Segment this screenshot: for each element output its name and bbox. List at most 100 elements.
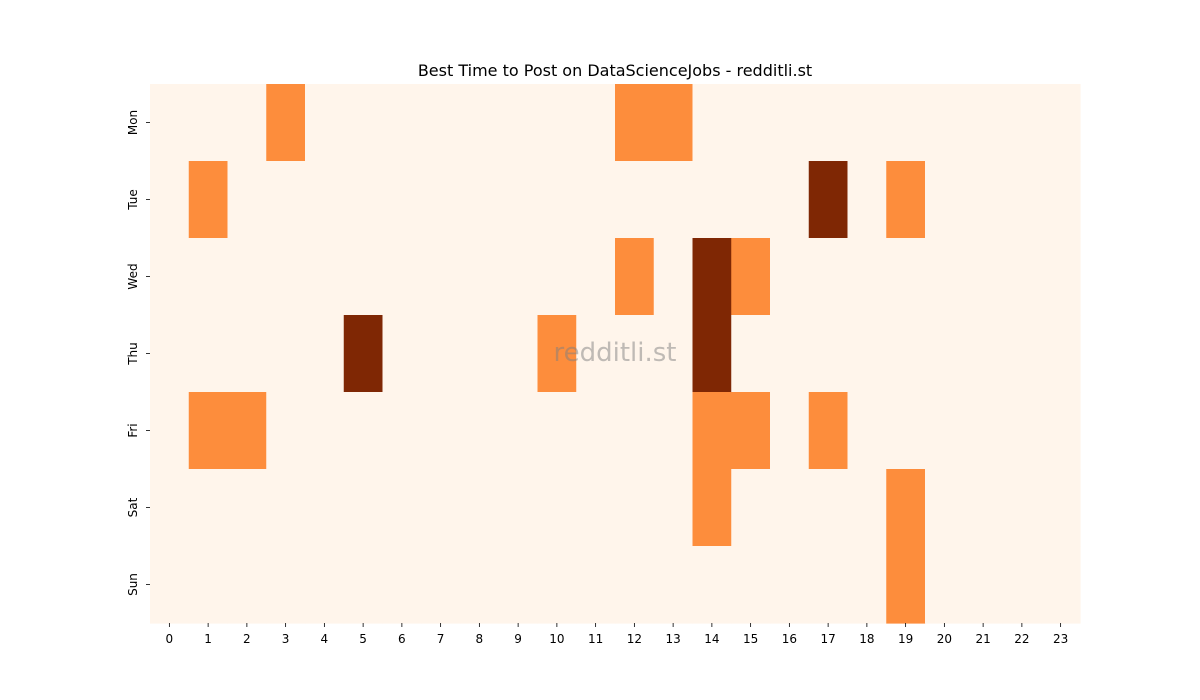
heatmap-cell-tue-2: [227, 161, 267, 239]
heatmap-cell-fri-11: [576, 392, 616, 470]
heatmap-cell-sun-10: [537, 546, 577, 624]
heatmap-cell-wed-19: [886, 238, 926, 316]
heatmap-cell-fri-20: [925, 392, 965, 470]
heatmap-cell-mon-2: [227, 84, 267, 162]
heatmap-cell-tue-0: [150, 161, 190, 239]
heatmap-cell-sat-18: [847, 469, 887, 547]
heatmap-cell-sun-19: [886, 546, 926, 624]
heatmap-cell-tue-3: [266, 161, 306, 239]
heatmap-cell-mon-8: [460, 84, 500, 162]
heatmap-cell-sat-20: [925, 469, 965, 547]
heatmap-cell-thu-8: [460, 315, 500, 393]
heatmap-cell-wed-15: [731, 238, 771, 316]
heatmap-cell-sat-11: [576, 469, 616, 547]
heatmap-cell-fri-17: [808, 392, 849, 470]
heatmap-cell-tue-10: [537, 161, 577, 239]
heatmap-cell-thu-20: [925, 315, 965, 393]
heatmap-cell-sun-21: [963, 546, 1004, 624]
x-tick-label: 16: [782, 632, 797, 646]
x-tick-label: 1: [204, 632, 212, 646]
x-tick-label: 11: [588, 632, 603, 646]
heatmap-cell-wed-6: [382, 238, 422, 316]
heatmap-cell-tue-12: [615, 161, 655, 239]
heatmap-cell-fri-23: [1041, 392, 1081, 470]
heatmap-cell-fri-21: [963, 392, 1004, 470]
heatmap-cell-fri-1: [188, 392, 229, 470]
heatmap-cell-wed-23: [1041, 238, 1081, 316]
x-tick-label: 8: [476, 632, 484, 646]
x-tick-label: 3: [282, 632, 290, 646]
y-tick-label: Sat: [126, 497, 140, 517]
heatmap-cell-sat-4: [305, 469, 345, 547]
heatmap-cell-thu-3: [266, 315, 306, 393]
heatmap-cell-thu-0: [150, 315, 190, 393]
heatmap-cell-fri-4: [305, 392, 345, 470]
heatmap-cell-sat-9: [498, 469, 539, 547]
heatmap-cell-mon-20: [925, 84, 965, 162]
heatmap-cell-sun-3: [266, 546, 306, 624]
heatmap-cell-thu-15: [731, 315, 771, 393]
heatmap-cell-sun-6: [382, 546, 422, 624]
heatmap-cell-sun-5: [343, 546, 384, 624]
heatmap-cell-sat-6: [382, 469, 422, 547]
heatmap-cell-fri-0: [150, 392, 190, 470]
heatmap-cell-sun-20: [925, 546, 965, 624]
watermark: redditli.st: [554, 338, 677, 368]
heatmap-cell-wed-8: [460, 238, 500, 316]
heatmap-cell-fri-10: [537, 392, 577, 470]
heatmap-cell-sat-14: [692, 469, 732, 547]
x-tick-label: 18: [859, 632, 874, 646]
y-tick-label: Wed: [126, 263, 140, 289]
heatmap-cell-tue-17: [808, 161, 849, 239]
heatmap-cell-sun-0: [150, 546, 190, 624]
heatmap-cell-sun-12: [615, 546, 655, 624]
heatmap-cell-mon-11: [576, 84, 616, 162]
heatmap-cell-fri-13: [653, 392, 694, 470]
heatmap-cell-wed-3: [266, 238, 306, 316]
heatmap-cell-thu-18: [847, 315, 887, 393]
heatmap-cell-mon-0: [150, 84, 190, 162]
heatmap-cell-wed-21: [963, 238, 1004, 316]
heatmap-cell-thu-7: [421, 315, 461, 393]
heatmap-cell-wed-22: [1002, 238, 1042, 316]
x-axis: 0 1 2 3 4 5 6 7 8 9 10 11 12 13 14 15 16 17 18 19 20 21 22 23: [166, 623, 1068, 646]
heatmap-cell-sat-13: [653, 469, 694, 547]
heatmap-cell-sun-13: [653, 546, 694, 624]
heatmap-cell-thu-19: [886, 315, 926, 393]
heatmap-cell-mon-18: [847, 84, 887, 162]
heatmap-cell-thu-13: [653, 315, 694, 393]
heatmap-cell-fri-12: [615, 392, 655, 470]
x-tick-label: 7: [437, 632, 445, 646]
heatmap-cell-fri-22: [1002, 392, 1042, 470]
heatmap-cell-tue-23: [1041, 161, 1081, 239]
heatmap-cell-thu-5: [343, 315, 384, 393]
y-axis: Mon Tue Wed Thu Fri Sat Sun: [126, 110, 150, 596]
heatmap-cell-wed-1: [188, 238, 229, 316]
heatmap-cell-sun-17: [808, 546, 849, 624]
heatmap-cell-tue-13: [653, 161, 694, 239]
y-tick-label: Sun: [126, 573, 140, 596]
heatmap-cell-fri-16: [770, 392, 810, 470]
heatmap-cell-fri-2: [227, 392, 267, 470]
heatmap-cell-mon-23: [1041, 84, 1081, 162]
y-tick-label: Tue: [126, 189, 140, 211]
heatmap-cell-fri-8: [460, 392, 500, 470]
heatmap-cell-tue-6: [382, 161, 422, 239]
heatmap-cell-fri-15: [731, 392, 771, 470]
heatmap-cell-sun-8: [460, 546, 500, 624]
heatmap-cell-thu-9: [498, 315, 539, 393]
heatmap-cell-mon-15: [731, 84, 771, 162]
heatmap-cell-sat-21: [963, 469, 1004, 547]
x-tick-label: 10: [549, 632, 564, 646]
heatmap-cell-fri-6: [382, 392, 422, 470]
heatmap-cell-mon-4: [305, 84, 345, 162]
heatmap-cell-wed-10: [537, 238, 577, 316]
heatmap-cell-mon-10: [537, 84, 577, 162]
x-tick-label: 23: [1053, 632, 1068, 646]
heatmap-cell-thu-23: [1041, 315, 1081, 393]
x-tick-label: 22: [1014, 632, 1029, 646]
heatmap-cell-sat-7: [421, 469, 461, 547]
heatmap-cell-sun-18: [847, 546, 887, 624]
x-tick-label: 17: [820, 632, 835, 646]
heatmap-cell-tue-16: [770, 161, 810, 239]
